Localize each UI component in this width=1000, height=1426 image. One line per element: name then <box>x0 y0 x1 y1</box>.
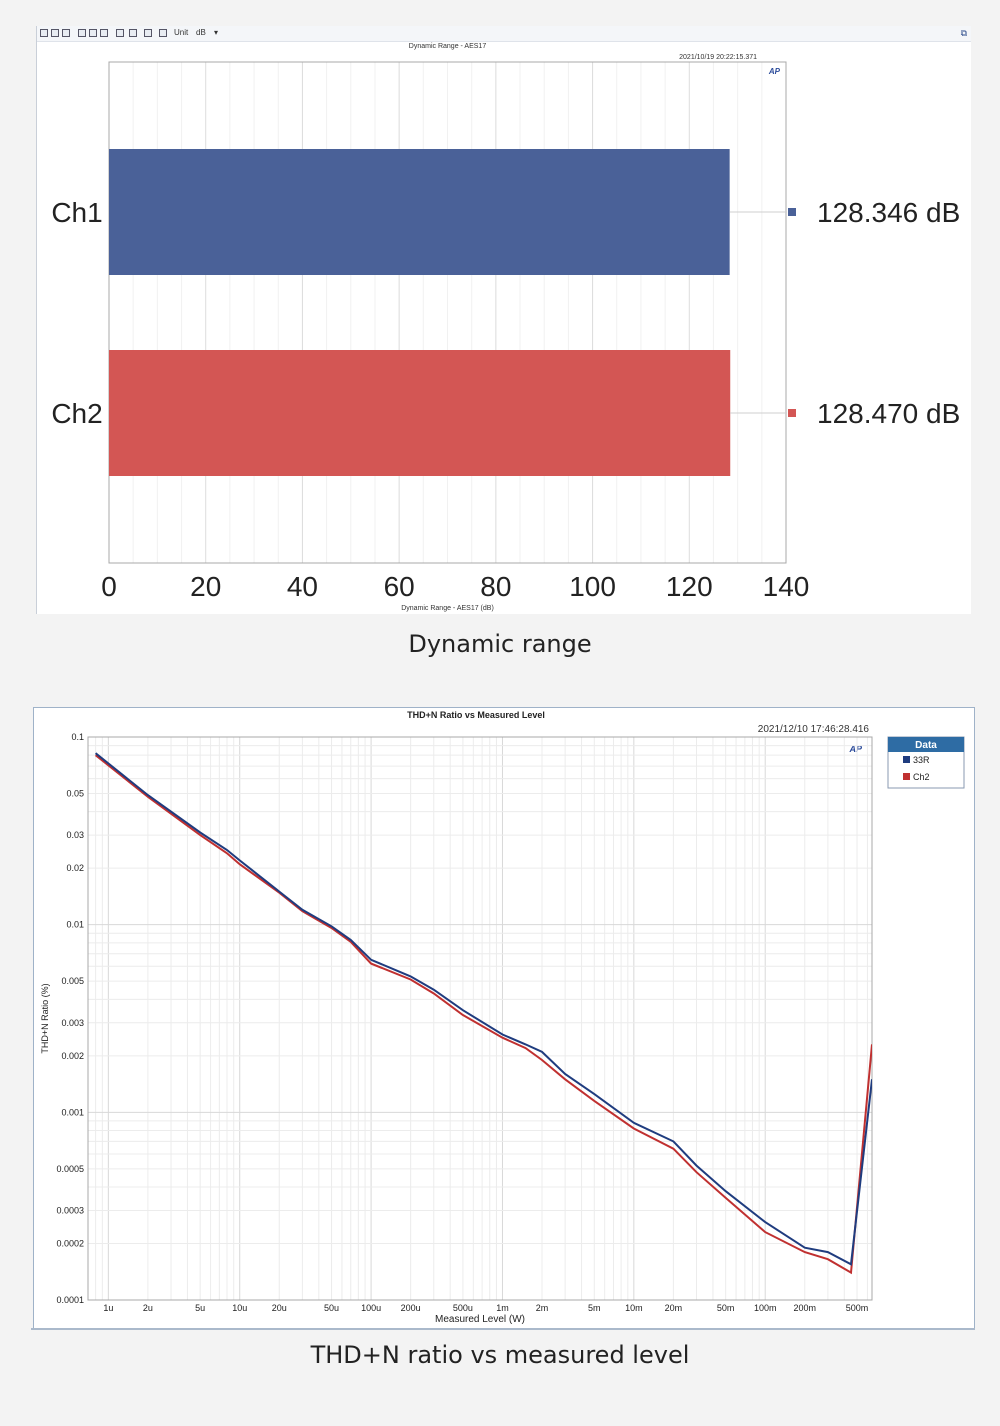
y-tick-label: 0.003 <box>61 1018 84 1028</box>
toolbar-button-7[interactable] <box>116 29 124 37</box>
caption-dynamic-range: Dynamic range <box>408 630 592 658</box>
x-tick-label: 120 <box>666 571 713 602</box>
toolbar-button-5[interactable] <box>89 29 97 37</box>
expand-icon[interactable]: ⧉ <box>960 28 967 38</box>
legend-swatch <box>903 773 910 780</box>
bar-ch2 <box>109 350 731 476</box>
x-tick-label: 100m <box>754 1303 777 1313</box>
x-axis-label: Dynamic Range - AES17 (dB) <box>401 605 494 612</box>
y-tick-label: 0.1 <box>71 732 84 742</box>
x-tick-label: 50m <box>717 1303 735 1313</box>
plot-frame <box>87 736 873 1301</box>
x-tick-label: 500m <box>846 1303 869 1313</box>
x-tick-label: 5m <box>588 1303 601 1313</box>
x-tick-label: 5u <box>195 1303 205 1313</box>
chart-timestamp: 2021/10/19 20:22:15.371 <box>679 54 757 61</box>
x-tick-label: 200m <box>793 1303 816 1313</box>
legend-swatch <box>903 756 910 763</box>
ap-logo-icon: AP <box>768 67 781 76</box>
toolbar-button-3[interactable] <box>62 29 70 37</box>
chevron-down-icon[interactable]: ▾ <box>214 28 219 37</box>
legend-title: Data <box>915 740 937 751</box>
x-tick-label: 500u <box>453 1303 473 1313</box>
x-tick-label: 2u <box>143 1303 153 1313</box>
toolbar-button-9[interactable] <box>144 29 152 37</box>
y-tick-label: 0.03 <box>66 830 84 840</box>
plot-frame <box>108 61 787 564</box>
caption-thdn: THD+N ratio vs measured level <box>310 1341 690 1369</box>
legend-entry: 33R <box>913 755 930 765</box>
bar-ch1 <box>109 149 730 275</box>
category-label: Ch1 <box>51 197 102 228</box>
x-tick-label: 20m <box>665 1303 683 1313</box>
chart-title: Dynamic Range - AES17 <box>409 43 487 50</box>
x-tick-label: 100 <box>569 571 616 602</box>
y-tick-label: 0.005 <box>61 976 84 986</box>
x-tick-label: 20u <box>272 1303 287 1313</box>
y-tick-label: 0.0003 <box>56 1205 84 1215</box>
value-marker <box>788 208 796 216</box>
x-tick-label: 1m <box>496 1303 509 1313</box>
dynamic-range-panel: Unit dB ▾ ⧉ Dynamic Range - AES17 2021/10… <box>36 26 971 614</box>
data-label: 128.470 dB <box>817 398 960 429</box>
x-tick-label: 40 <box>287 571 318 602</box>
chart-title: THD+N Ratio vs Measured Level <box>407 710 545 720</box>
value-marker <box>788 409 796 417</box>
ap-logo-icon: AP <box>848 744 862 754</box>
toolbar-button-8[interactable] <box>129 29 137 37</box>
y-tick-label: 0.0001 <box>56 1295 84 1305</box>
unit-label: Unit <box>174 28 189 37</box>
y-tick-label: 0.05 <box>66 788 84 798</box>
panel-bottom-divider <box>31 1328 975 1330</box>
chart-timestamp: 2021/12/10 17:46:28.416 <box>758 724 870 735</box>
thdn-chart: THD+N Ratio vs Measured Level 2021/12/10 … <box>40 710 965 1325</box>
x-tick-label: 10u <box>232 1303 247 1313</box>
y-tick-label: 0.01 <box>66 920 84 930</box>
y-tick-label: 0.001 <box>61 1107 84 1117</box>
x-tick-label: 1u <box>103 1303 113 1313</box>
y-tick-label: 0.0005 <box>56 1164 84 1174</box>
unit-select[interactable]: dB <box>196 28 206 37</box>
x-tick-label: 140 <box>763 571 810 602</box>
graph-toolbar: Unit dB ▾ ⧉ <box>37 26 971 42</box>
x-axis-label: Measured Level (W) <box>435 1314 525 1325</box>
data-label: 128.346 dB <box>817 197 960 228</box>
toolbar-button-6[interactable] <box>100 29 108 37</box>
y-tick-label: 0.02 <box>66 863 84 873</box>
toolbar-button-4[interactable] <box>78 29 86 37</box>
thdn-panel: THD+N Ratio vs Measured Level 2021/12/10 … <box>33 707 975 1330</box>
toolbar-button-1[interactable] <box>40 29 48 37</box>
x-tick-label: 80 <box>480 571 511 602</box>
legend-header <box>888 737 964 752</box>
legend-entry: Ch2 <box>913 772 930 782</box>
x-tick-label: 10m <box>625 1303 643 1313</box>
x-tick-label: 0 <box>101 571 117 602</box>
x-tick-label: 50u <box>324 1303 339 1313</box>
x-tick-label: 2m <box>536 1303 549 1313</box>
series-line-ch2 <box>94 754 872 1275</box>
toolbar-button-10[interactable] <box>159 29 167 37</box>
series-line-33r <box>94 752 872 1266</box>
y-tick-label: 0.002 <box>61 1051 84 1061</box>
category-label: Ch2 <box>51 398 102 429</box>
dynamic-range-chart: Dynamic Range - AES17 2021/10/19 20:22:15… <box>51 43 960 612</box>
y-axis-label: THD+N Ratio (%) <box>40 983 50 1053</box>
x-tick-label: 20 <box>190 571 221 602</box>
toolbar-button-2[interactable] <box>51 29 59 37</box>
x-tick-label: 100u <box>361 1303 381 1313</box>
y-tick-label: 0.0002 <box>56 1239 84 1249</box>
x-tick-label: 60 <box>384 571 415 602</box>
x-tick-label: 200u <box>401 1303 421 1313</box>
